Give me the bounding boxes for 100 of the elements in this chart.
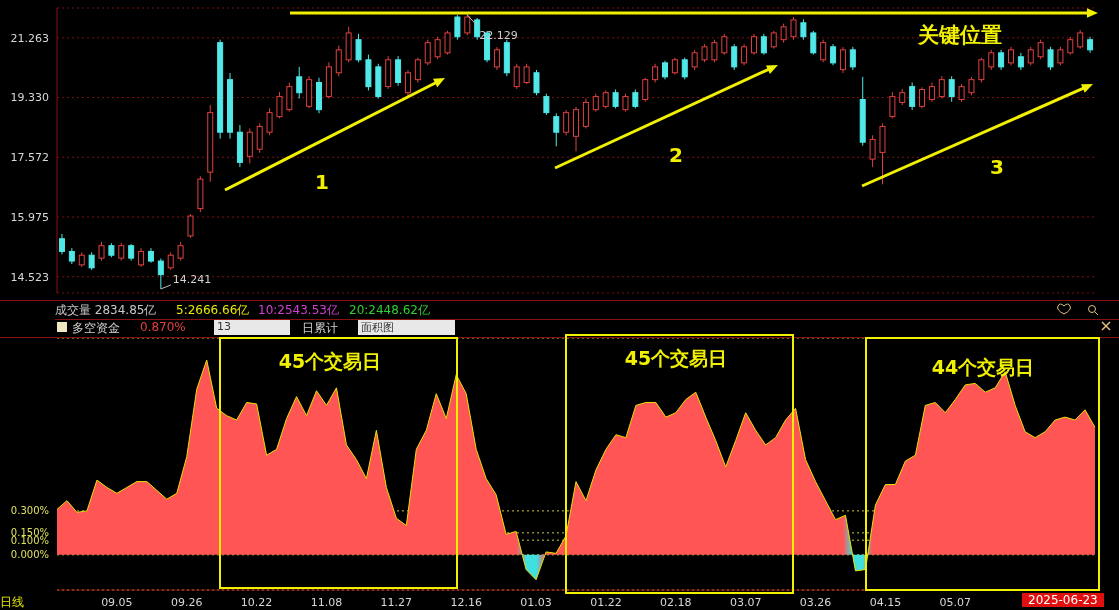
candlestick [1077,29,1084,50]
candlestick [563,109,570,136]
candlestick [138,247,145,268]
candlestick [266,107,273,136]
candlestick [701,43,708,63]
candlestick [938,75,945,100]
candlestick [750,33,757,56]
candlestick [1027,46,1034,66]
candlestick [632,89,639,109]
x-tick-label: 03.26 [799,595,832,609]
x-tick-label: 12.16 [450,595,482,609]
candlestick [177,241,184,262]
annotation: 14.241 [172,272,212,286]
candlestick [553,112,560,147]
annotation: 关键位置 [917,23,1002,47]
candlestick [1037,39,1044,60]
candlestick [928,82,935,103]
x-tick-label: 05.07 [939,595,972,609]
chart-title: 多空资金 [72,320,120,337]
candlestick [662,60,668,80]
candlestick [1057,46,1064,66]
candlestick [820,39,827,63]
candlestick [978,57,985,83]
candlestick [187,213,194,239]
candlestick [800,18,807,41]
x-tick-label: 11.27 [380,595,413,609]
y-tick-label: 0.000% [10,549,49,561]
candlestick [444,30,451,56]
candlestick [780,23,787,44]
text: 10:2543.53亿 [258,302,339,319]
candlestick [889,91,896,119]
x-tick-label: 10.22 [240,595,273,609]
text: 日累计 [302,320,338,337]
y-tick-label: 0.300% [10,505,49,517]
text: 20:2448.62亿 [349,302,430,319]
candlestick [839,46,846,74]
candlestick [414,57,421,83]
candlestick [612,89,619,109]
candlestick [721,33,728,56]
candlestick [286,82,293,113]
candlestick [58,233,65,255]
candlestick [988,49,995,71]
candlestick [256,122,263,154]
candlestick [948,75,955,103]
candlestick [968,76,975,96]
candlestick [681,57,688,80]
candlestick [652,63,659,83]
candlestick [523,63,530,85]
candlestick [395,55,402,87]
annotation: 3 [990,155,1004,179]
annotation: 45个交易日 [278,350,382,372]
candlestick [157,258,164,290]
candlestick [404,69,411,98]
candlestick [424,39,431,66]
text: 日线 [0,594,24,610]
y-tick-label: 14.523 [10,270,49,284]
candlestick [760,33,767,56]
candlestick [493,46,500,71]
candlestick [998,49,1005,71]
candlestick [276,91,283,119]
candlestick [533,69,540,96]
text: 5:2666.66亿 [176,302,250,319]
y-tick-label: 21.263 [10,31,49,45]
candlestick [711,39,718,63]
candlestick [691,49,698,71]
candlestick [454,14,461,41]
y-tick-label: 15.975 [10,210,49,224]
text: 成交量 2834.85亿 [55,302,157,319]
x-tick-label: 03.07 [729,595,762,609]
text: 面积图 [358,320,455,335]
candlestick [513,63,520,90]
chart-subtitle: 0.870% [140,320,186,334]
text: 13 [214,320,290,335]
candlestick [731,43,738,71]
candlestick [582,98,589,129]
candlestick [642,77,649,103]
candlestick [810,30,817,56]
x-tick-label: 09.05 [101,595,133,609]
candlestick [919,86,926,109]
y-tick-label: 19.330 [10,91,49,105]
candlestick [830,43,837,66]
candlestick [1008,46,1014,66]
annotation: 2 [669,143,683,167]
x-tick-label: 01.22 [590,595,622,609]
annotation: 44个交易日 [931,356,1035,378]
candlestick [335,45,342,77]
candlestick [1047,46,1054,71]
x-tick-label: 01.03 [520,595,552,609]
candlestick [355,33,362,63]
x-tick-label: 04.15 [869,595,902,609]
annotation: 1 [315,170,329,194]
candlestick [849,46,856,71]
candlestick [434,36,441,60]
candlestick [296,66,303,100]
candlestick [869,134,876,168]
x-tick-label: 02.18 [660,595,692,609]
candlestick [741,43,748,66]
candlestick [909,82,916,111]
candlestick [474,17,481,41]
candlestick [790,16,797,41]
